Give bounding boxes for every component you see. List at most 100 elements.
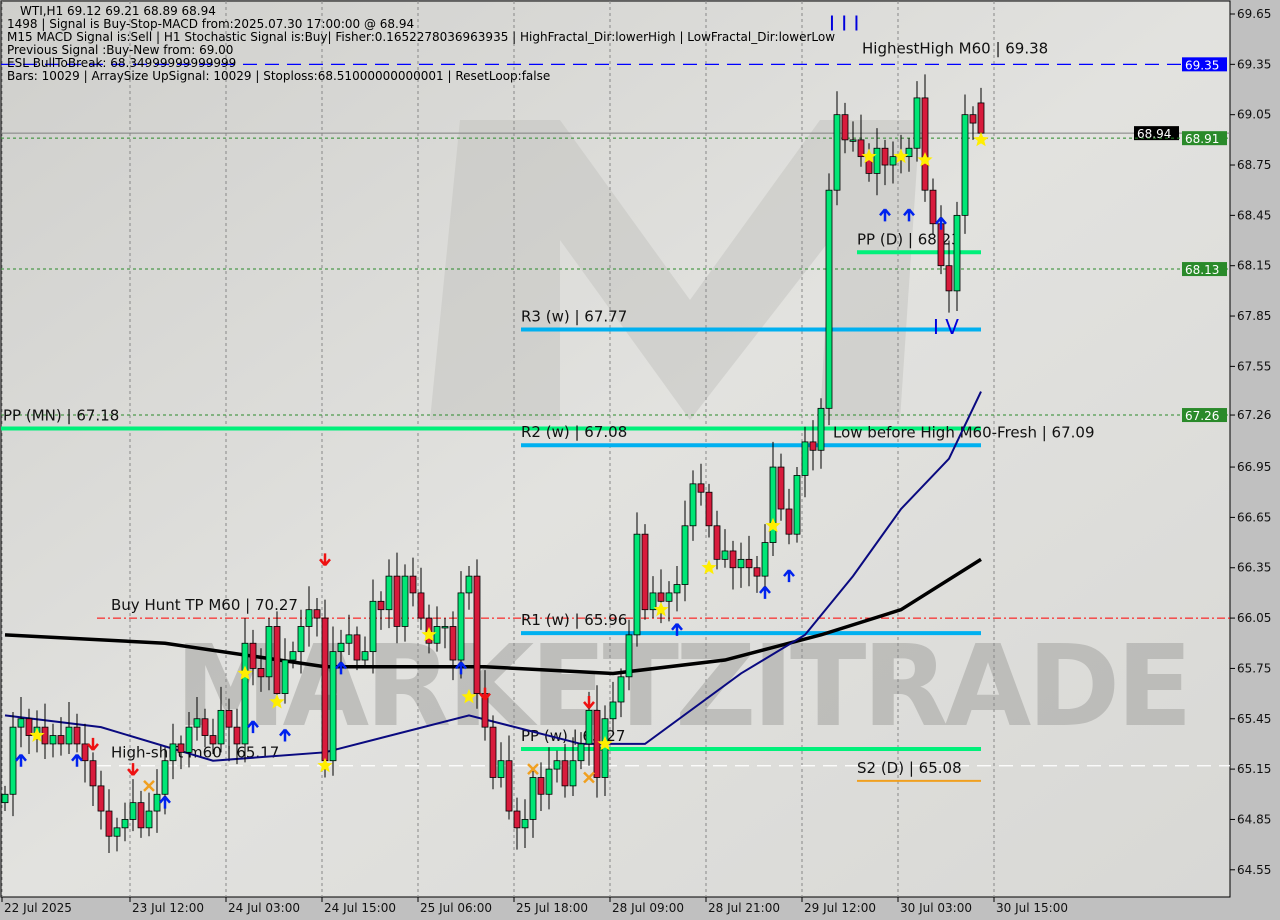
candle-bear — [393, 575, 401, 627]
candle-bull — [817, 407, 825, 451]
y-tick-label: 69.65 — [1237, 7, 1271, 21]
cross-icon — [527, 763, 539, 775]
candle-bull — [689, 483, 697, 527]
candle-bear — [25, 718, 33, 736]
y-tick-label: 68.45 — [1237, 208, 1271, 222]
candle-bear — [785, 508, 793, 535]
candle-bull — [961, 114, 969, 216]
x-tick-label: 30 Jul 03:00 — [900, 901, 972, 915]
candle-bull — [297, 626, 305, 653]
level-label-r2-w: R2 (w) | 67.08 — [521, 423, 627, 441]
candle-bull — [305, 609, 313, 627]
sell-arrow-icon — [127, 763, 139, 776]
candle-bear — [809, 441, 817, 451]
candle-bull — [385, 575, 393, 611]
x-tick-label: 25 Jul 18:00 — [516, 901, 588, 915]
star-icon — [317, 757, 333, 773]
candle-bull — [169, 743, 177, 762]
y-tick-label: 68.75 — [1237, 158, 1271, 172]
y-tick-label: 66.35 — [1237, 561, 1271, 575]
star-icon — [237, 665, 253, 680]
candle-bull — [241, 642, 249, 745]
candle-bear — [705, 491, 713, 527]
buy-arrow-icon — [935, 216, 947, 230]
candle-bull — [577, 743, 585, 762]
y-tick-label: 65.15 — [1237, 762, 1271, 776]
buy-arrow-icon — [903, 208, 915, 222]
price-tag-green-dotted-3 — [1182, 408, 1227, 423]
candle-bull — [9, 726, 17, 795]
wave-label: I V — [933, 315, 959, 339]
candle-bear — [593, 709, 601, 778]
candle-bull — [121, 819, 129, 829]
star-icon — [461, 688, 477, 704]
buy-arrow-icon — [759, 586, 771, 599]
wave-label: I I I — [829, 11, 859, 35]
level-label-r1-w: R1 (w) | 65.96 — [521, 611, 627, 629]
watermark-logo — [430, 120, 920, 420]
candle-bull — [793, 475, 801, 535]
candle-bull — [649, 592, 657, 611]
candle-bear — [945, 265, 953, 292]
star-icon — [29, 727, 45, 742]
x-tick-label: 22 Jul 2025 — [4, 901, 72, 915]
x-tick-label: 29 Jul 12:00 — [804, 901, 876, 915]
buy-arrow-icon — [671, 623, 683, 636]
candle-bear — [377, 600, 385, 611]
star-icon — [597, 735, 613, 751]
y-tick-label: 67.85 — [1237, 309, 1271, 323]
star-icon — [701, 559, 717, 575]
candle-bear — [489, 726, 497, 778]
buy-arrow-icon — [879, 208, 891, 222]
candle-bull — [521, 819, 529, 829]
candle-bear — [745, 558, 753, 569]
star-icon — [765, 517, 781, 533]
candle-bear — [57, 735, 65, 745]
candle-bull — [625, 634, 633, 678]
candle-bull — [761, 542, 769, 577]
candle-bull — [801, 441, 809, 476]
level-label-highest-high: HighestHigh M60 | 69.38 — [862, 39, 1048, 57]
candle-bull — [673, 584, 681, 594]
y-tick-label: 64.85 — [1237, 812, 1271, 826]
candle-bull — [769, 466, 777, 543]
candle-bear — [777, 466, 785, 510]
candle-bear — [409, 575, 417, 594]
candle-bear — [417, 592, 425, 619]
candle-bear — [97, 785, 105, 812]
cross-icon — [583, 771, 595, 784]
candle-bull — [721, 550, 729, 560]
indicators-text: M15 MACD Signal is:Sell | H1 Stochastic … — [7, 30, 836, 44]
y-tick-label: 66.65 — [1237, 510, 1271, 524]
sell-arrow-icon — [319, 553, 331, 567]
candle-bear — [273, 626, 281, 694]
candle-bear — [41, 726, 49, 745]
y-tick-label: 69.35 — [1237, 57, 1271, 71]
candle-bull — [913, 97, 921, 149]
candle-bear — [713, 525, 721, 560]
level-label-low-before-high: Low before High M60-Fresh | 67.09 — [833, 424, 1095, 442]
ma-slow-line — [4, 557, 982, 676]
candle-bull — [65, 726, 73, 745]
candle-bull — [737, 558, 745, 569]
buy-arrow-icon — [247, 720, 259, 734]
candle-bear — [449, 626, 457, 661]
candle-bull — [569, 760, 577, 787]
candle-bull — [129, 802, 137, 820]
x-tick-label: 24 Jul 03:00 — [228, 901, 300, 915]
buy-arrow-icon — [455, 661, 467, 675]
candle-bear — [353, 634, 361, 661]
sell-arrow-icon — [479, 687, 491, 701]
candle-bull — [433, 626, 441, 644]
x-tick-label: 24 Jul 15:00 — [324, 901, 396, 915]
buy-arrow-icon — [15, 753, 27, 767]
candle-bear — [881, 147, 889, 166]
candle-bull — [217, 709, 225, 745]
candle-bull — [953, 214, 961, 292]
buy-arrow-icon — [159, 795, 171, 809]
candle-bear — [921, 97, 929, 191]
candle-bull — [833, 114, 841, 191]
candle-bear — [105, 810, 113, 837]
candle-bull — [529, 777, 537, 820]
